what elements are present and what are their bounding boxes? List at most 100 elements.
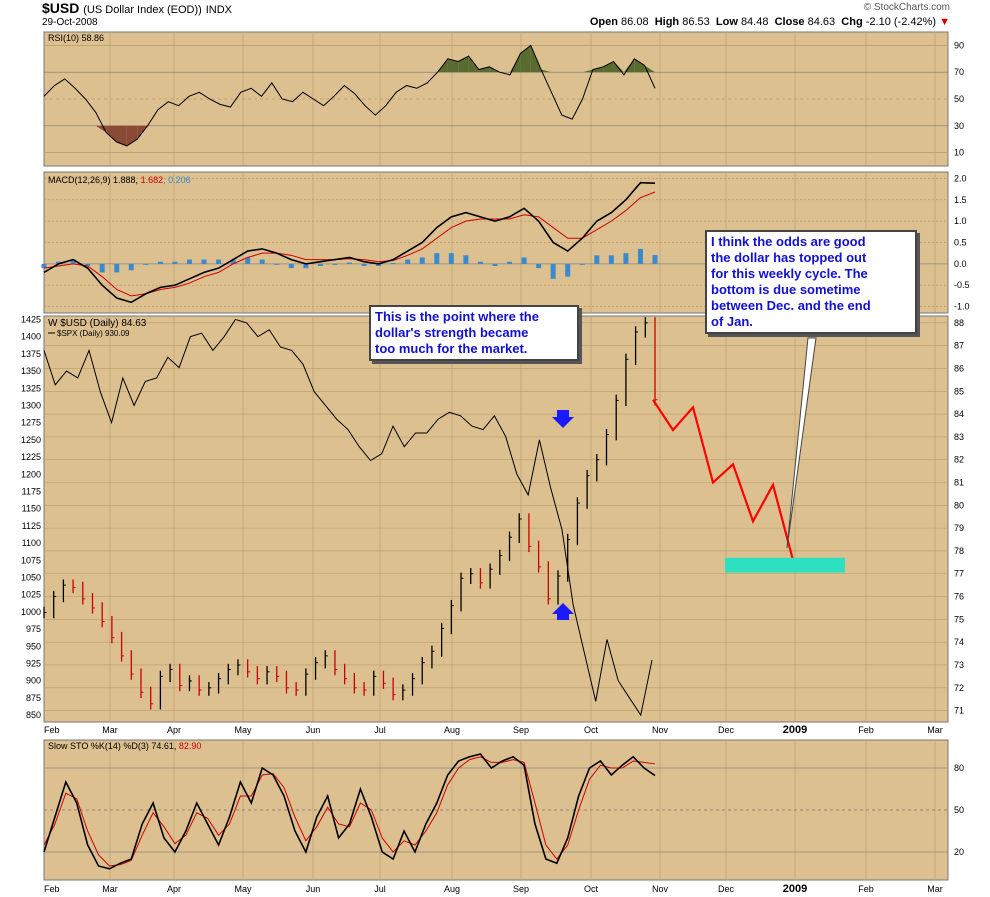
x-tick-label: Jul <box>374 725 386 735</box>
x-tick-label-bottom: Oct <box>584 884 599 894</box>
annotation-right-line1: I think the odds are good <box>711 234 866 249</box>
x-tick-label-bottom: Nov <box>652 884 669 894</box>
macd-tick-label: 1.5 <box>954 195 967 205</box>
spx-left-tick-label: 925 <box>26 659 41 669</box>
rsi-overbought-fill <box>603 61 614 73</box>
spx-left-tick-label: 875 <box>26 693 41 703</box>
x-tick-label-bottom: Mar <box>102 884 118 894</box>
macd-histogram-bar <box>317 263 323 266</box>
rsi-overbought-fill <box>634 58 645 73</box>
macd-histogram-bar <box>536 263 542 269</box>
price-right-tick-label: 80 <box>954 500 964 510</box>
x-tick-label: Jun <box>306 725 321 735</box>
macd-histogram-bar <box>157 261 163 264</box>
macd-histogram-bar <box>390 263 396 265</box>
annotation-right: I think the odds are good the dollar has… <box>705 230 917 334</box>
sto-tick-label: 80 <box>954 763 964 773</box>
price-right-tick-label: 74 <box>954 637 964 647</box>
rsi-tick-label: 70 <box>954 67 964 77</box>
price-right-tick-label: 71 <box>954 706 964 716</box>
low-label: Low <box>715 16 738 28</box>
macd-histogram-bar <box>288 263 294 269</box>
rsi-tick-label: 50 <box>954 94 964 104</box>
rsi-overbought-fill <box>520 45 531 73</box>
macd-title: MACD(12,26,9) 1.888, 1.682, 0.206 <box>48 175 191 185</box>
x-tick-label: 2009 <box>783 724 807 736</box>
macd-histogram-bar <box>361 263 367 266</box>
macd-signal-value: 1.682 <box>141 175 164 185</box>
macd-histogram-bar <box>405 259 411 264</box>
price-right-tick-label: 87 <box>954 341 964 351</box>
open-label: Open <box>589 16 618 28</box>
rsi-overbought-fill <box>478 66 490 73</box>
price-right-tick-label: 83 <box>954 432 964 442</box>
x-tick-label-bottom: May <box>234 884 252 894</box>
price-right-tick-label: 76 <box>954 592 964 602</box>
rsi-oversold-fill <box>116 125 127 146</box>
price-right-tick-label: 73 <box>954 660 964 670</box>
macd-histogram-bar <box>507 261 513 264</box>
x-tick-label-bottom: 2009 <box>783 883 807 895</box>
spx-left-tick-label: 1125 <box>22 521 41 531</box>
macd-hist-value: , 0.206 <box>163 175 191 185</box>
up-arrow-icon <box>552 603 574 620</box>
macd-histogram-bar <box>230 259 236 264</box>
spx-left-tick-label: 1200 <box>21 469 41 479</box>
macd-histogram-bar <box>347 262 352 264</box>
price-right-tick-label: 75 <box>954 614 964 624</box>
annotation-right-line2: the dollar has topped out <box>711 250 867 265</box>
macd-histogram-bar <box>70 259 76 264</box>
rsi-overbought-fill <box>592 66 604 73</box>
high-value: 86.53 <box>682 16 710 28</box>
spx-left-tick-label: 1250 <box>21 435 41 445</box>
sto-k-line <box>43 753 656 870</box>
sto-title: Slow STO %K(14) %D(3) 74.61, 82.90 <box>48 741 201 751</box>
low-value: 84.48 <box>740 16 769 28</box>
target-zone <box>725 557 845 573</box>
macd-histogram-bar <box>637 248 643 264</box>
annotation-left-line3: too much for the market. <box>375 341 528 356</box>
spx-left-tick-label: 1225 <box>21 452 41 462</box>
spx-left-tick-label: 1400 <box>21 332 41 342</box>
macd-histogram-bar <box>143 263 149 265</box>
spx-left-tick-label: 1050 <box>21 572 41 582</box>
price-right-tick-label: 88 <box>954 318 964 328</box>
macd-histogram-bar <box>99 263 105 273</box>
annotation-right-line5: between Dec. and the end <box>711 298 871 313</box>
symbol: $USD <box>42 0 80 16</box>
macd-histogram-bar <box>463 255 469 264</box>
macd-tick-label: 0.5 <box>954 238 967 248</box>
spx-left-tick-label: 1000 <box>21 607 41 617</box>
price-right-tick-label: 78 <box>954 546 964 556</box>
spx-left-tick-label: 1275 <box>21 418 41 428</box>
macd-histogram-bar <box>245 257 251 264</box>
x-tick-label: Feb <box>858 725 874 735</box>
down-triangle-icon: ▼ <box>939 16 950 28</box>
macd-histogram-bar <box>550 263 556 279</box>
macd-tick-label: 0.0 <box>954 259 967 269</box>
annotation-right-line4: bottom is due sometime <box>711 282 861 297</box>
macd-histogram-bar <box>259 259 265 264</box>
high-label: High <box>654 16 680 28</box>
x-tick-label: Oct <box>584 725 599 735</box>
macd-histogram-bar <box>579 263 585 265</box>
chg-value: -2.10 (-2.42%) <box>865 16 937 28</box>
macd-line <box>43 181 656 304</box>
macd-histogram-bar <box>419 257 425 264</box>
rsi-title: RSI(10) 58.86 <box>48 33 104 43</box>
x-tick-label: Feb <box>44 725 60 735</box>
rsi-overbought-fill <box>582 69 593 73</box>
rsi-overbought-fill <box>541 69 552 73</box>
x-tick-label: Nov <box>652 725 669 735</box>
rsi-line <box>43 44 656 147</box>
rsi-tick-label: 10 <box>954 148 964 158</box>
macd-histogram-bar <box>594 255 600 264</box>
macd-histogram-bar <box>201 259 207 264</box>
macd-histogram-bar <box>274 263 280 265</box>
macd-tick-label: 2.0 <box>954 173 967 183</box>
annotation-left-line1: This is the point where the <box>375 309 539 324</box>
close-value: 84.63 <box>807 16 836 28</box>
x-tick-label-bottom: Aug <box>444 884 460 894</box>
x-tick-label-bottom: Jul <box>374 884 386 894</box>
